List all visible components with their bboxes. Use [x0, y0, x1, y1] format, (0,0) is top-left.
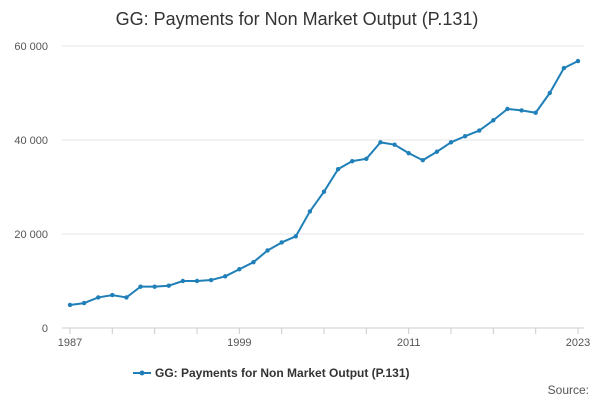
chart-title: GG: Payments for Non Market Output (P.13…	[116, 9, 479, 29]
gridlines	[62, 45, 584, 235]
data-point[interactable]	[265, 248, 270, 253]
x-tick-label: 2011	[397, 337, 421, 349]
data-point[interactable]	[575, 58, 581, 64]
data-point[interactable]	[96, 295, 101, 300]
y-tick-label: 40 000	[14, 135, 48, 147]
data-point[interactable]	[166, 283, 171, 288]
legend-label: GG: Payments for Non Market Output (P.13…	[155, 366, 410, 380]
data-point[interactable]	[321, 189, 327, 194]
data-point[interactable]	[81, 300, 87, 306]
data-point[interactable]	[519, 108, 524, 113]
data-point[interactable]	[279, 240, 284, 245]
data-point[interactable]	[180, 278, 186, 284]
data-point[interactable]	[194, 278, 200, 284]
x-tick-label: 1987	[58, 337, 82, 349]
legend-swatch-marker	[139, 370, 145, 376]
data-point[interactable]	[561, 65, 567, 71]
data-point[interactable]	[364, 156, 369, 161]
data-point[interactable]	[152, 284, 157, 289]
data-point[interactable]	[110, 292, 115, 298]
data-point[interactable]	[505, 106, 510, 112]
data-point[interactable]	[138, 284, 143, 289]
data-point[interactable]	[533, 110, 538, 115]
series-layer	[67, 58, 581, 308]
data-point[interactable]	[434, 149, 440, 154]
data-point[interactable]	[208, 277, 214, 283]
data-point[interactable]	[67, 302, 73, 308]
data-point[interactable]	[293, 234, 298, 239]
data-point[interactable]	[378, 140, 383, 145]
series-line	[69, 60, 579, 306]
y-tick-label: 60 000	[14, 41, 48, 53]
data-point[interactable]	[237, 267, 242, 272]
data-point[interactable]	[462, 134, 468, 139]
source-label[interactable]: Source:	[548, 383, 589, 397]
data-point[interactable]	[477, 128, 482, 133]
axes: 0 20 000 40 000 60 000 1987 1999 2011 2023	[14, 41, 590, 349]
x-tick-label: 2023	[566, 337, 590, 349]
data-point[interactable]	[420, 158, 425, 163]
data-point[interactable]	[124, 295, 129, 300]
legend[interactable]: GG: Payments for Non Market Output (P.13…	[133, 366, 410, 380]
data-point[interactable]	[350, 158, 355, 164]
data-point[interactable]	[223, 274, 228, 279]
data-point[interactable]	[251, 260, 256, 265]
data-point[interactable]	[406, 150, 411, 156]
x-tick-label: 1999	[227, 337, 251, 349]
data-point[interactable]	[307, 209, 313, 214]
y-tick-label: 20 000	[14, 229, 48, 241]
data-point[interactable]	[335, 166, 341, 172]
data-point[interactable]	[448, 140, 454, 145]
y-tick-label: 0	[42, 323, 48, 335]
data-point[interactable]	[547, 90, 552, 96]
data-point[interactable]	[491, 118, 496, 123]
data-point[interactable]	[392, 142, 397, 147]
